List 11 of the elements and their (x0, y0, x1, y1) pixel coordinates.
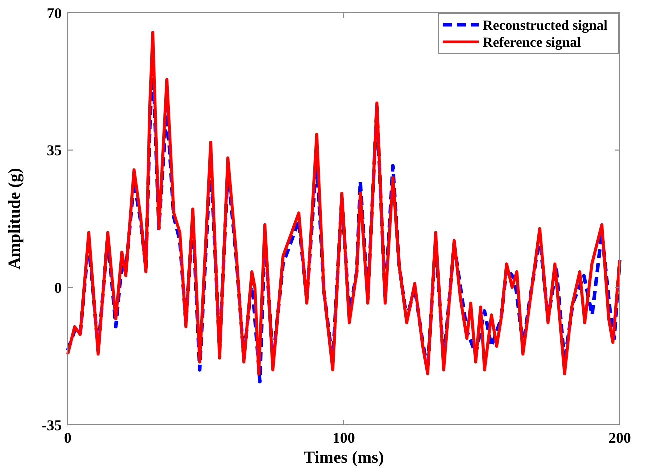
x-tick-label: 200 (608, 431, 632, 447)
y-axis-title: Amplitude (g) (5, 168, 24, 270)
x-tick-label: 0 (64, 431, 72, 447)
y-tick-label: 35 (47, 144, 62, 160)
y-tick-label: 0 (54, 280, 62, 297)
y-tick-label: -35 (42, 418, 62, 434)
legend-label: Reference signal (483, 36, 582, 51)
x-axis-title: Times (ms) (304, 448, 384, 467)
x-tick-label: 100 (332, 431, 356, 447)
legend-label: Reconstructed signal (483, 18, 608, 34)
y-tick-label: 70 (47, 6, 62, 22)
